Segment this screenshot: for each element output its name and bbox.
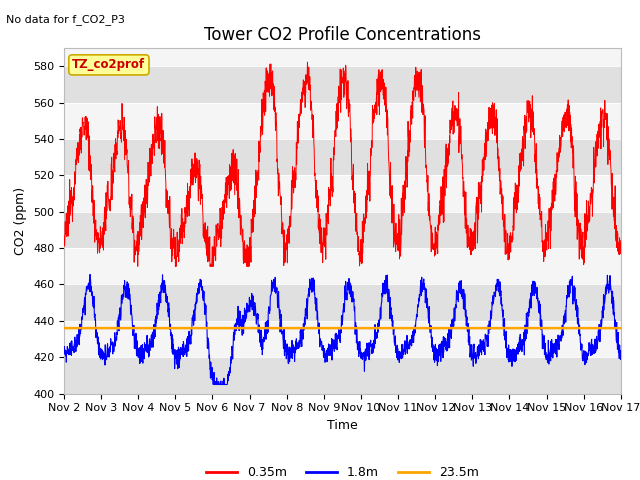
Bar [64, 212, 621, 248]
Y-axis label: CO2 (ppm): CO2 (ppm) [15, 187, 28, 255]
Text: TZ_co2prof: TZ_co2prof [72, 59, 145, 72]
Legend: 0.35m, 1.8m, 23.5m: 0.35m, 1.8m, 23.5m [201, 461, 484, 480]
Bar [64, 139, 621, 175]
Bar [64, 285, 621, 321]
Bar [64, 66, 621, 103]
X-axis label: Time: Time [327, 419, 358, 432]
Title: Tower CO2 Profile Concentrations: Tower CO2 Profile Concentrations [204, 25, 481, 44]
Bar [64, 357, 621, 394]
Text: No data for f_CO2_P3: No data for f_CO2_P3 [6, 14, 125, 25]
